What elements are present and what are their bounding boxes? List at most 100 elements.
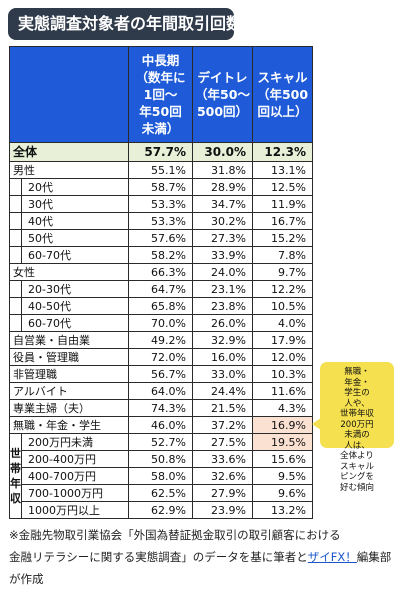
value-day-trade: 34.7% bbox=[192, 195, 253, 213]
callout-pointer bbox=[312, 418, 321, 430]
row-label: 200-400万円 bbox=[21, 450, 129, 468]
value-day-trade: 16.0% bbox=[192, 348, 253, 366]
trade-frequency-table: 中長期 （数年に 1回〜 年50回 未満） デイトレ （年50〜 500回） スキャル （年5… bbox=[9, 46, 313, 519]
table-row: 非管理職 56.7% 33.0% 10.3% bbox=[9, 365, 313, 383]
table-row: 自営業・自由業 49.2% 32.9% 17.9% bbox=[9, 331, 313, 349]
value-scalping: 9.5% bbox=[252, 467, 313, 485]
header-line: デイトレ bbox=[197, 70, 248, 85]
row-label: 全体 bbox=[9, 142, 129, 162]
value-day-trade: 33.6% bbox=[192, 450, 253, 468]
callout-line: 世帯年収 bbox=[339, 409, 374, 419]
value-scalping: 17.9% bbox=[252, 331, 313, 349]
indent-cell bbox=[9, 246, 22, 264]
row-label: 20代 bbox=[21, 178, 129, 196]
value-long-term: 64.0% bbox=[128, 382, 193, 400]
callout-line: 年金・ bbox=[344, 377, 370, 388]
zai-fx-link[interactable]: ザイFX！ bbox=[307, 550, 357, 564]
table-row: 20-30代 64.7% 23.1% 12.2% bbox=[9, 280, 313, 298]
callout-line: ピングを bbox=[339, 472, 374, 482]
value-scalping: 13.1% bbox=[252, 161, 313, 179]
value-long-term: 50.8% bbox=[128, 450, 193, 468]
callout-line: 全体より bbox=[340, 451, 374, 461]
callout-line: 200万円 bbox=[340, 419, 374, 430]
footnote-line-1: ※金融先物取引業協会「外国為替証拠金取引の取引顧客における bbox=[9, 528, 341, 542]
value-long-term: 52.7% bbox=[128, 433, 193, 451]
value-scalping: 12.5% bbox=[252, 178, 313, 196]
value-scalping: 10.3% bbox=[252, 365, 313, 383]
header-line: （数年に bbox=[135, 70, 186, 85]
indent-cell bbox=[9, 297, 22, 315]
value-long-term: 74.3% bbox=[128, 399, 193, 417]
value-long-term: 62.5% bbox=[128, 484, 193, 502]
footnote-line-2: 金融リテラシーに関する実態調査」のデータを基に筆者とザイFX！編集部が作成 bbox=[9, 546, 397, 590]
header-scalping: スキャル （年500 回以上） bbox=[252, 46, 313, 143]
value-scalping: 12.2% bbox=[252, 280, 313, 298]
value-scalping: 11.9% bbox=[252, 195, 313, 213]
value-scalping: 12.3% bbox=[252, 142, 313, 162]
income-group-char: 世 bbox=[10, 447, 21, 460]
table-row: 60-70代 58.2% 33.9% 7.8% bbox=[9, 246, 313, 264]
table-row: 60-70代 70.0% 26.0% 4.0% bbox=[9, 314, 313, 332]
value-day-trade: 27.3% bbox=[192, 229, 253, 247]
callout-line: 学生の bbox=[344, 388, 370, 398]
row-label: 非管理職 bbox=[9, 365, 129, 383]
income-group-char: 年 bbox=[10, 477, 21, 490]
table-row-total: 全体 57.7% 30.0% 12.3% bbox=[9, 142, 313, 162]
table-row: 700-1000万円 62.5% 27.9% 9.6% bbox=[10, 484, 313, 502]
value-scalping: 4.3% bbox=[252, 399, 313, 417]
value-scalping: 16.9% bbox=[252, 416, 313, 434]
value-scalping: 12.0% bbox=[252, 348, 313, 366]
value-scalping: 4.0% bbox=[252, 314, 313, 332]
header-day-trade: デイトレ （年50〜 500回） bbox=[192, 46, 253, 143]
value-day-trade: 32.6% bbox=[192, 467, 253, 485]
value-day-trade: 27.9% bbox=[192, 484, 253, 502]
value-long-term: 66.3% bbox=[128, 263, 193, 281]
header-line: （年500 bbox=[256, 87, 309, 102]
income-group-char: 帯 bbox=[10, 462, 21, 475]
value-long-term: 57.6% bbox=[128, 229, 193, 247]
callout-note: 無職・ 年金・ 学生の 人や、 世帯年収 200万円 未満の 人は、 全体より スキャル ピングを好… bbox=[320, 362, 394, 493]
value-long-term: 49.2% bbox=[128, 331, 193, 349]
row-label: 30代 bbox=[21, 195, 129, 213]
indent-cell bbox=[9, 212, 22, 230]
row-label: 無職・年金・学生 bbox=[9, 416, 129, 434]
callout-line: 無職・ bbox=[344, 367, 370, 377]
value-day-trade: 23.1% bbox=[192, 280, 253, 298]
value-day-trade: 33.9% bbox=[192, 246, 253, 264]
value-day-trade: 37.2% bbox=[192, 416, 253, 434]
header-line: 1回〜 bbox=[143, 87, 178, 102]
header-blank-cell bbox=[9, 46, 129, 143]
row-label: 60-70代 bbox=[21, 246, 129, 264]
indent-cell bbox=[9, 314, 22, 332]
value-day-trade: 23.9% bbox=[192, 501, 253, 519]
indent-cell bbox=[9, 195, 22, 213]
value-long-term: 57.7% bbox=[128, 142, 193, 162]
value-scalping: 9.6% bbox=[252, 484, 313, 502]
callout-line: 人や、 bbox=[344, 398, 370, 409]
row-label: 40-50代 bbox=[21, 297, 129, 315]
value-long-term: 56.7% bbox=[128, 365, 193, 383]
table-header-row: 中長期 （数年に 1回〜 年50回 未満） デイトレ （年50〜 500回） スキャル （年5… bbox=[9, 46, 313, 143]
value-scalping: 19.5% bbox=[252, 433, 313, 451]
value-day-trade: 21.5% bbox=[192, 399, 253, 417]
value-scalping: 15.2% bbox=[252, 229, 313, 247]
table-row: 男性 55.1% 31.8% 13.1% bbox=[9, 161, 313, 179]
callout-line: 未満の bbox=[344, 430, 370, 440]
callout-line: 人は、 bbox=[344, 440, 370, 451]
income-group-label: 世帯年収 bbox=[9, 433, 22, 519]
value-scalping: 16.7% bbox=[252, 212, 313, 230]
header-line: 中長期 bbox=[141, 53, 180, 68]
header-line: スキャル bbox=[257, 70, 308, 85]
value-day-trade: 27.5% bbox=[192, 433, 253, 451]
row-label: 女性 bbox=[9, 263, 129, 281]
value-long-term: 72.0% bbox=[128, 348, 193, 366]
row-label: 1000万円以上 bbox=[21, 501, 129, 519]
table-row: 200-400万円 50.8% 33.6% 15.6% bbox=[10, 450, 313, 468]
table-row: 30代 53.3% 34.7% 11.9% bbox=[9, 195, 313, 213]
table-row: 40代 53.3% 30.2% 16.7% bbox=[9, 212, 313, 230]
value-scalping: 9.7% bbox=[252, 263, 313, 281]
value-day-trade: 26.0% bbox=[192, 314, 253, 332]
row-label: 60-70代 bbox=[21, 314, 129, 332]
table-row: 400-700万円 58.0% 32.6% 9.5% bbox=[10, 467, 313, 485]
value-long-term: 58.2% bbox=[128, 246, 193, 264]
